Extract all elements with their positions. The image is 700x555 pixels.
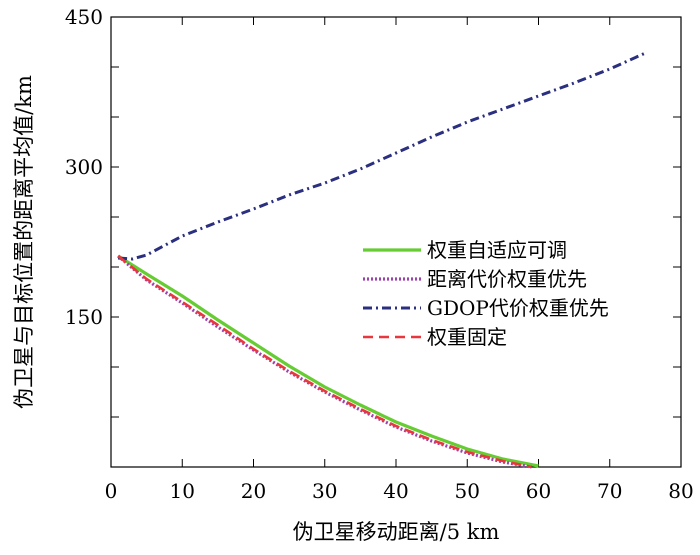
series-line-3 bbox=[117, 51, 647, 261]
legend-label-4: 权重固定 bbox=[427, 325, 507, 349]
legend-label-3: GDOP代价权重优先 bbox=[427, 296, 609, 320]
axis-tick-labels: 0 10 20 30 40 50 60 70 80 150 300 450 bbox=[65, 5, 694, 503]
y-tick-label: 150 bbox=[65, 305, 103, 329]
series-line-1 bbox=[117, 254, 539, 468]
x-tick-label: 20 bbox=[241, 479, 266, 503]
series-line-4 bbox=[117, 254, 532, 469]
x-tick-label: 60 bbox=[526, 479, 551, 503]
y-tick-label: 450 bbox=[65, 5, 103, 29]
x-tick-label: 0 bbox=[105, 479, 118, 503]
x-tick-label: 70 bbox=[597, 479, 622, 503]
axis-ticks bbox=[110, 17, 682, 467]
x-tick-label: 80 bbox=[668, 479, 693, 503]
x-tick-label: 30 bbox=[312, 479, 337, 503]
x-tick-label: 40 bbox=[383, 479, 408, 503]
x-tick-label: 50 bbox=[455, 479, 480, 503]
y-axis-title: 伪卫星与目标位置的距离平均值/km bbox=[12, 75, 36, 409]
legend-label-1: 权重自适应可调 bbox=[427, 238, 567, 262]
legend-label-2: 距离代价权重优先 bbox=[427, 267, 587, 291]
x-axis-title: 伪卫星移动距离/5 km bbox=[293, 520, 500, 544]
series-lines bbox=[117, 51, 647, 469]
plot-frame bbox=[110, 16, 682, 468]
y-tick-label: 300 bbox=[65, 155, 103, 179]
x-tick-label: 10 bbox=[170, 479, 195, 503]
